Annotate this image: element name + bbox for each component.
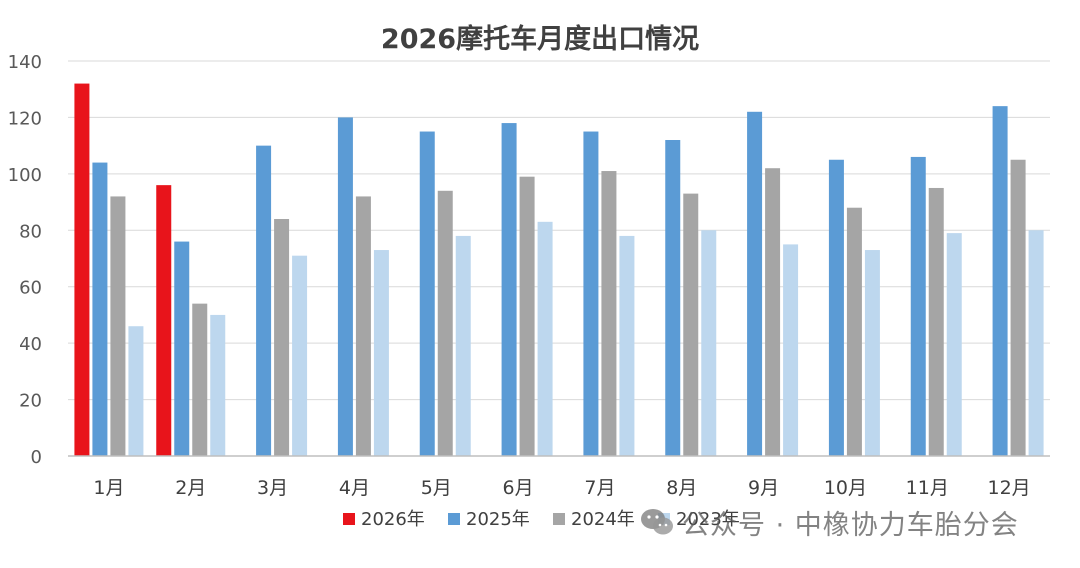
bar-2024年-11月 xyxy=(928,187,944,456)
legend-swatch xyxy=(448,513,460,525)
wechat-icon xyxy=(641,509,673,535)
x-tick-label: 4月 xyxy=(339,477,370,499)
x-tick-label: 9月 xyxy=(748,477,779,499)
bar-2023年-3月 xyxy=(292,255,308,456)
x-tick-label: 3月 xyxy=(257,477,288,499)
legend-swatch xyxy=(343,513,355,525)
bar-2023年-9月 xyxy=(783,244,799,456)
bar-2025年-3月 xyxy=(256,145,272,456)
bars xyxy=(74,83,1044,457)
y-tick-label: 100 xyxy=(8,165,42,186)
legend-label: 2026年 xyxy=(361,509,425,530)
bar-2024年-3月 xyxy=(274,219,290,456)
gridlines xyxy=(68,60,1050,401)
y-tick-label: 40 xyxy=(19,334,42,355)
x-tick-label: 6月 xyxy=(503,477,534,499)
bar-2025年-4月 xyxy=(337,117,353,456)
bar-2023年-8月 xyxy=(701,230,717,456)
y-tick-label: 120 xyxy=(8,108,42,129)
bar-2024年-2月 xyxy=(192,303,208,456)
bar-2025年-7月 xyxy=(583,131,599,457)
bar-2025年-10月 xyxy=(828,159,844,456)
bar-2024年-5月 xyxy=(437,190,453,457)
bar-2024年-6月 xyxy=(519,176,535,456)
bar-2023年-12月 xyxy=(1028,230,1044,456)
legend: 2026年 2025年 2024年 2023年 xyxy=(343,509,740,530)
watermark: 公众号 · 中橡协力车胎分会 xyxy=(640,502,1019,542)
x-tick-label: 12月 xyxy=(987,477,1030,499)
y-tick-label: 140 xyxy=(8,52,42,73)
y-tick-label: 80 xyxy=(19,221,42,242)
bar-2025年-5月 xyxy=(419,131,435,457)
bar-2023年-2月 xyxy=(210,314,226,456)
x-tick-label: 10月 xyxy=(824,477,867,499)
bar-2025年-8月 xyxy=(665,140,681,456)
bar-2025年-6月 xyxy=(501,123,517,457)
x-axis-ticks: 1月 2月 3月 4月 5月 6月 7月 8月 9月 10月 11月 12月 xyxy=(93,477,1030,499)
bar-2023年-7月 xyxy=(619,235,635,456)
watermark-text: 公众号 · 中橡协力车胎分会 xyxy=(682,509,1019,541)
legend-swatch xyxy=(553,513,565,525)
bar-2025年-9月 xyxy=(747,111,763,457)
bar-2025年-11月 xyxy=(910,156,926,456)
bar-2025年-2月 xyxy=(174,241,190,456)
bar-2024年-7月 xyxy=(601,171,617,457)
x-tick-label: 7月 xyxy=(584,477,615,499)
bar-2024年-4月 xyxy=(355,196,371,456)
bar-2026年-1月 xyxy=(74,83,90,457)
x-tick-label: 8月 xyxy=(666,477,697,499)
chart-title: 2026摩托车月度出口情况 xyxy=(381,23,699,55)
bar-2023年-4月 xyxy=(373,250,389,456)
bar-2023年-10月 xyxy=(864,250,880,456)
x-tick-label: 2月 xyxy=(175,477,206,499)
bar-2025年-1月 xyxy=(92,162,108,457)
bar-2023年-11月 xyxy=(946,233,962,456)
bar-2025年-12月 xyxy=(992,106,1008,457)
bar-2024年-12月 xyxy=(1010,159,1026,456)
bar-2024年-1月 xyxy=(110,196,126,456)
y-tick-label: 0 xyxy=(31,447,42,468)
legend-label: 2024年 xyxy=(571,509,635,530)
bar-2024年-9月 xyxy=(765,168,781,456)
y-tick-label: 60 xyxy=(19,278,42,299)
y-tick-label: 20 xyxy=(19,391,42,412)
x-tick-label: 1月 xyxy=(93,477,124,499)
x-tick-label: 11月 xyxy=(906,477,949,499)
y-axis-ticks: 0 20 40 60 80 100 120 140 xyxy=(8,52,42,468)
bar-2023年-1月 xyxy=(128,326,144,456)
legend-label: 2023年 xyxy=(676,509,740,530)
bar-2024年-10月 xyxy=(846,207,862,456)
bar-2023年-5月 xyxy=(455,235,471,456)
x-tick-label: 5月 xyxy=(421,477,452,499)
bar-2024年-8月 xyxy=(683,193,699,456)
bar-2023年-6月 xyxy=(537,221,553,456)
legend-label: 2025年 xyxy=(466,509,530,530)
bar-2026年-2月 xyxy=(156,185,172,456)
